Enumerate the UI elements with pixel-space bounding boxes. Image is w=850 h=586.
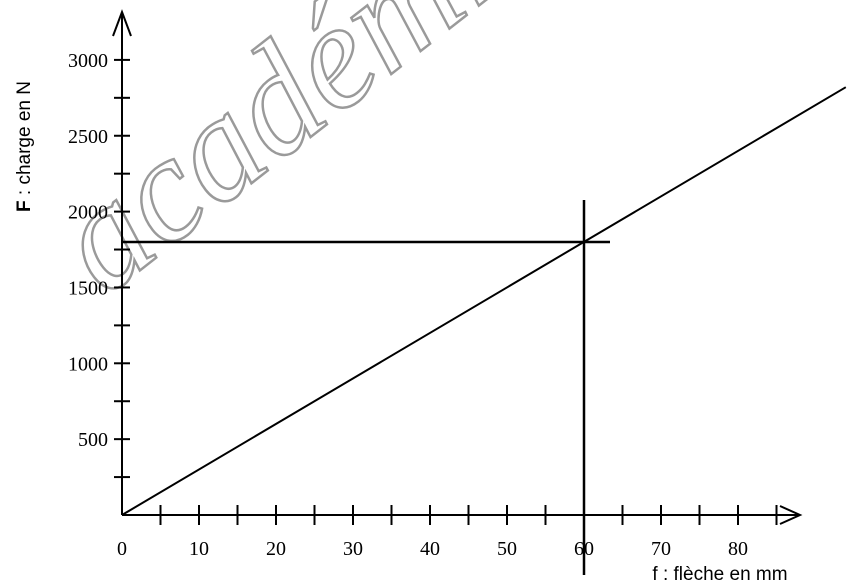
x-axis-arrow	[779, 505, 803, 525]
x-tick-label: 70	[651, 538, 671, 560]
y-tick-label: 500	[78, 429, 108, 451]
x-tick-label: 30	[343, 538, 363, 560]
x-axis-title: f : flèche en mm	[652, 564, 787, 585]
x-tick-label: 20	[266, 538, 286, 560]
y-tick-label: 2000	[68, 202, 108, 224]
tick-labels: 0102030405060708050010001500200025003000	[68, 50, 748, 560]
axes	[112, 9, 803, 525]
watermark-text: académie en ligne	[23, 0, 850, 324]
axis-titles: f : flèche en mm F : charge en N	[14, 81, 788, 585]
reading-lines	[122, 199, 610, 575]
x-tick-label: 10	[189, 538, 209, 560]
watermark: académie en ligne	[22, 0, 850, 325]
x-tick-label: 50	[497, 538, 517, 560]
y-axis-title: F : charge en N	[14, 81, 35, 212]
x-axis-title-symbol: f	[652, 564, 658, 585]
y-axis-title-text: : charge en N	[14, 81, 35, 200]
x-tick-label: 80	[728, 538, 748, 560]
ticks	[114, 58, 778, 525]
y-tick-label: 1500	[68, 277, 108, 299]
x-axis-title-text: : flèche en mm	[658, 564, 788, 585]
y-axis-title-symbol: F	[14, 200, 35, 212]
y-tick-label: 1000	[68, 353, 108, 375]
y-tick-label: 3000	[68, 50, 108, 72]
y-axis-arrow	[112, 9, 132, 37]
x-tick-label: 0	[117, 538, 127, 560]
x-tick-label: 40	[420, 538, 440, 560]
y-tick-label: 2500	[68, 126, 108, 148]
